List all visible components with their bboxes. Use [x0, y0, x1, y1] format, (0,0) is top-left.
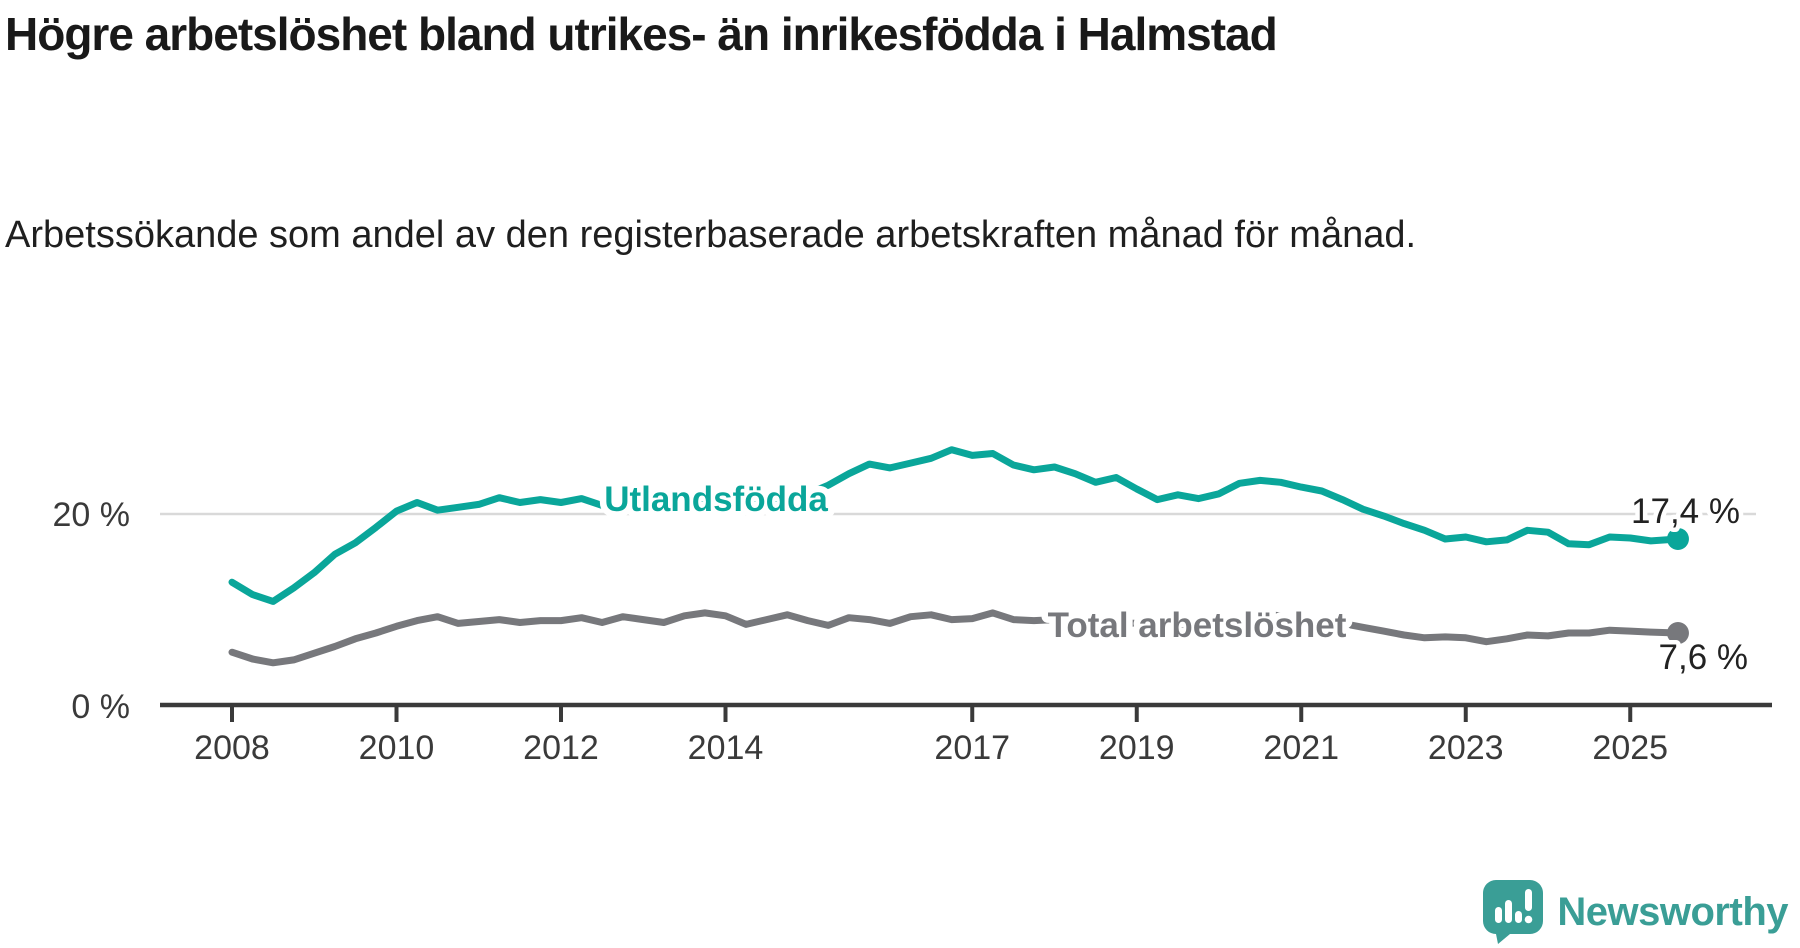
bar-2	[1505, 900, 1513, 923]
y-tick-label: 20 %	[53, 496, 131, 534]
speech-bubble-shape	[1483, 880, 1544, 944]
x-tick-label: 2008	[194, 729, 270, 767]
x-tick-label: 2025	[1592, 729, 1668, 767]
bar-3	[1515, 911, 1523, 923]
exclamation-dot	[1525, 915, 1533, 924]
bar-1	[1495, 907, 1503, 923]
series-value-label: 7,6 %	[1659, 638, 1749, 677]
newsworthy-logo: Newsworthy	[1483, 880, 1788, 944]
series-value-label: 17,4 %	[1631, 492, 1740, 531]
series-line-total-arbetsl-shet	[228, 609, 1682, 667]
series-label: Utlandsfödda	[604, 480, 828, 519]
newsworthy-speech-bubble-chart-icon	[1483, 880, 1544, 944]
newsworthy-logo-text: Newsworthy	[1557, 889, 1788, 934]
chart-subtitle: Arbetssökande som andel av den registerb…	[5, 214, 1417, 256]
series-end-dot	[1666, 622, 1689, 645]
chart-title: Högre arbetslöshet bland utrikes- än inr…	[5, 8, 1278, 60]
x-tick-label: 2023	[1428, 729, 1504, 767]
series-label: Total arbetslöshet	[1048, 606, 1347, 645]
exclamation-bar	[1525, 889, 1533, 911]
x-tick-label: 2010	[359, 729, 435, 767]
x-tick-label: 2019	[1099, 729, 1175, 767]
series-line-utlandsf-dda	[228, 446, 1682, 605]
series-end-dot	[1666, 527, 1689, 550]
y-tick-label: 0 %	[71, 688, 130, 726]
x-tick-label: 2017	[934, 729, 1010, 767]
x-tick-label: 2012	[523, 729, 599, 767]
x-tick-label: 2014	[688, 729, 764, 767]
x-tick-label: 2021	[1263, 729, 1339, 767]
